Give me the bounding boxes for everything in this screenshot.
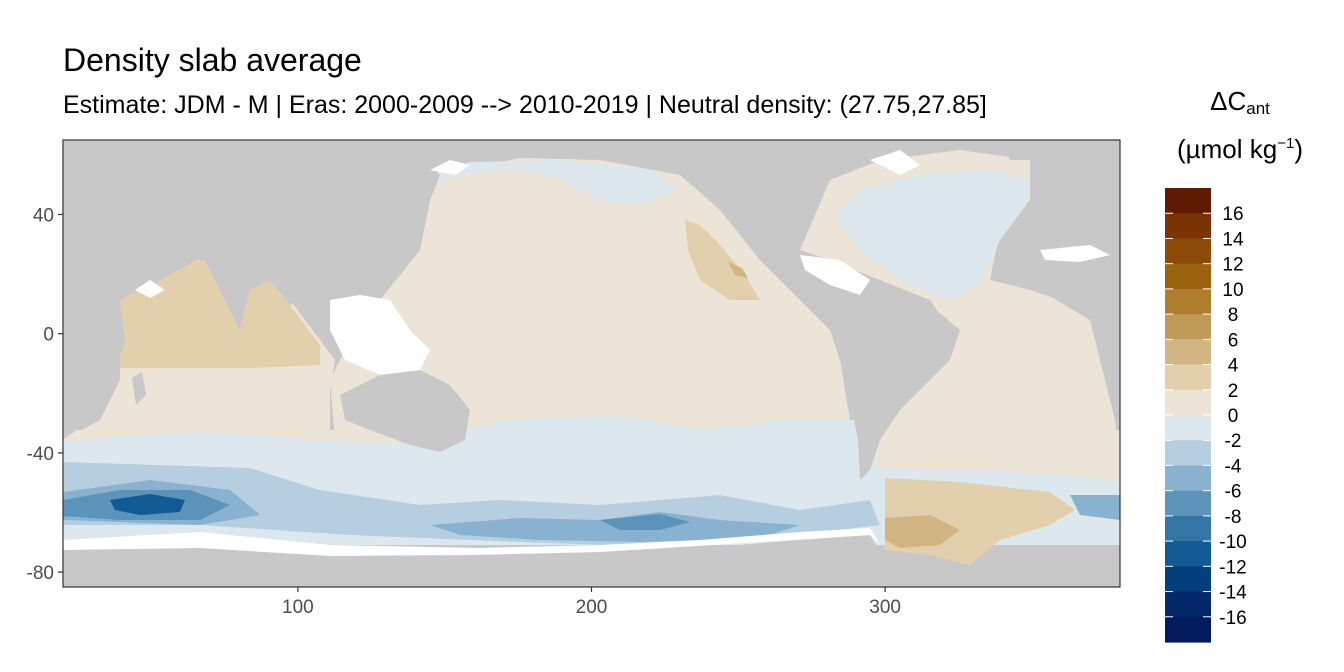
europe: [990, 140, 1120, 320]
x-tick-label-2: 300: [869, 597, 901, 618]
indian-ocean-warm: [120, 260, 320, 368]
caribbean-fringe: [800, 255, 870, 295]
legend-label-13: -10: [1219, 532, 1246, 553]
positive-fields: [120, 220, 1075, 565]
legend-label-11: -6: [1225, 482, 1242, 503]
legend-label-10: -4: [1225, 456, 1242, 477]
legend-swatch-2: [1165, 238, 1211, 265]
legend-label-14: -12: [1219, 557, 1246, 578]
indian-sector-darkest: [110, 494, 185, 515]
ne-pacific-warmer: [728, 262, 748, 278]
no-data-fringes: [63, 150, 1110, 556]
x-axis: 100 200 300: [282, 587, 901, 618]
australia: [340, 370, 470, 452]
south-atlantic-warmer: [885, 515, 960, 548]
antarctica: [63, 535, 1120, 587]
x-tick-label-1: 200: [576, 597, 608, 618]
legend-label-6: 4: [1228, 356, 1239, 377]
y-tick-label-0: 40: [33, 206, 54, 227]
chart-subtitle: Estimate: JDM - M | Eras: 2000-2009 --> …: [63, 91, 987, 119]
colorbar-legend: 16 14 12 10 8 6 4 2 0 -2 -4 -6 -8 -10 -12 -14 -16: [1165, 188, 1247, 643]
legend-unit-prefix: (µmol kg: [1177, 134, 1278, 164]
legend-unit-superscript: −1: [1277, 135, 1295, 152]
chart-title: Density slab average: [63, 42, 362, 78]
legend-swatch-8: [1165, 389, 1211, 416]
south-america: [845, 300, 960, 480]
legend-label-2: 12: [1222, 255, 1243, 276]
legend-swatch-13: [1165, 515, 1211, 542]
legend-label-0: 16: [1222, 204, 1243, 225]
antarctic-coast-fringe: [63, 528, 880, 556]
y-axis: 40 0 -40 -80: [27, 206, 63, 584]
legend-swatch-17: [1165, 616, 1211, 643]
legend-unit-suffix: ): [1294, 134, 1303, 164]
legend-swatch-16: [1165, 591, 1211, 618]
greenland: [1000, 140, 1030, 160]
north-atlantic-cool: [835, 170, 1030, 300]
legend-label-7: 2: [1228, 381, 1239, 402]
legend-title-main: ΔC: [1210, 86, 1247, 116]
atlantic-sector-blue: [1070, 495, 1120, 520]
legend-label-5: 6: [1228, 330, 1239, 351]
y-tick-label-1: 0: [43, 325, 54, 346]
legend-swatch-12: [1165, 490, 1211, 517]
negative-fields: [63, 160, 1120, 545]
legend-unit: (µmol kg−1): [1160, 134, 1320, 165]
legend-label-8: 0: [1228, 406, 1239, 427]
legend-label-4: 8: [1228, 305, 1239, 326]
legend-swatch-15: [1165, 566, 1211, 593]
legend-label-1: 14: [1222, 229, 1244, 250]
legend-swatch-1: [1165, 213, 1211, 240]
legend-label-16: -16: [1219, 608, 1246, 629]
legend-swatch-10: [1165, 440, 1211, 467]
land-masses: [63, 140, 1120, 587]
legend-label-9: -2: [1225, 431, 1242, 452]
legend-label-15: -14: [1219, 583, 1247, 604]
legend-swatch-11: [1165, 465, 1211, 492]
legend-swatch-7: [1165, 364, 1211, 391]
legend-swatch-14: [1165, 541, 1211, 567]
asia: [200, 140, 440, 330]
indonesian-seas: [330, 295, 430, 375]
legend-title-subscript: ant: [1246, 99, 1270, 118]
legend-label-3: 10: [1222, 280, 1243, 301]
legend-swatch-6: [1165, 339, 1211, 366]
y-tick-label-3: -80: [27, 563, 54, 584]
legend-label-12: -8: [1225, 507, 1242, 528]
x-tick-label-0: 100: [282, 597, 314, 618]
legend-swatch-0: [1165, 188, 1211, 214]
bering-fringe: [430, 160, 470, 175]
north-america: [680, 140, 1000, 282]
mediterranean-fringe: [1040, 245, 1110, 262]
north-pacific-cool: [420, 160, 680, 205]
legend-swatch-4: [1165, 288, 1211, 315]
hudson-fringe: [870, 150, 920, 175]
map-panel: [63, 140, 1120, 587]
africa: [63, 140, 200, 440]
legend-swatch-5: [1165, 314, 1211, 340]
red-sea-fringe: [135, 280, 165, 298]
y-tick-label-2: -40: [27, 444, 54, 465]
pacific-sector-deep: [600, 514, 690, 530]
madagascar: [132, 372, 146, 405]
legend-title: ΔCant: [1160, 86, 1320, 119]
legend-swatch-9: [1165, 415, 1211, 441]
ne-pacific-warm: [685, 220, 760, 300]
legend-swatch-3: [1165, 263, 1211, 290]
